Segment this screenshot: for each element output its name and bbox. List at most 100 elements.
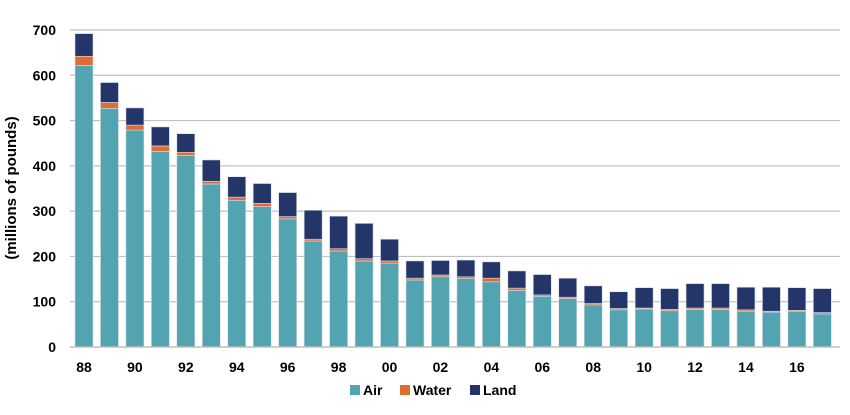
bar-land [176, 133, 196, 153]
bar-air [354, 260, 374, 348]
bar-land [151, 126, 170, 147]
bar-stack-01 [405, 260, 425, 348]
bar-water [354, 258, 374, 262]
x-tick-label: 16 [789, 359, 805, 375]
bar-water [252, 203, 272, 207]
bar-air [329, 250, 348, 348]
bar-land [252, 183, 272, 204]
bar-stack-94 [227, 176, 247, 348]
bar-air [227, 199, 247, 348]
bar-air [405, 279, 425, 348]
bar-land [762, 286, 781, 312]
legend-swatch [350, 385, 360, 395]
bar-land [431, 260, 450, 276]
bar-land [609, 291, 628, 309]
bar-stack-12 [685, 283, 705, 348]
bar-stack-93 [202, 159, 221, 348]
bar-air [787, 311, 807, 348]
bar-land [634, 287, 654, 309]
bar-land [380, 238, 399, 262]
y-tick-label: 0 [48, 339, 56, 355]
bar-water [329, 248, 348, 252]
bar-land [787, 287, 807, 311]
bar-stack-92 [176, 133, 196, 348]
bar-air [303, 240, 323, 348]
bar-air [482, 281, 501, 348]
bar-air [74, 65, 94, 348]
bar-stack-91 [151, 126, 170, 348]
bar-water [227, 196, 247, 201]
x-tick-label: 94 [229, 359, 245, 375]
y-tick-label: 200 [33, 248, 57, 264]
bar-water [125, 124, 145, 131]
bar-air [762, 311, 781, 348]
gridlines [70, 29, 840, 303]
bar-water [151, 145, 170, 152]
y-tick-label: 600 [33, 67, 57, 83]
bar-stack-09 [609, 291, 628, 348]
y-tick-label: 500 [33, 113, 57, 129]
bar-air [711, 309, 730, 348]
bar-land [558, 277, 578, 298]
x-tick-label: 14 [738, 359, 754, 375]
bar-stack-14 [736, 286, 756, 348]
bar-water [380, 260, 399, 264]
bar-stack-08 [583, 285, 603, 348]
x-tick-label: 98 [331, 359, 347, 375]
bar-air [813, 313, 832, 348]
bar-stack-98 [329, 215, 348, 348]
bar-land [329, 215, 348, 250]
y-tick-labels: 0 100 200 300 400 500 600 700 [33, 22, 57, 355]
bar-air [100, 108, 119, 348]
bar-land [736, 286, 756, 311]
bar-land [278, 192, 297, 217]
bar-stack-06 [532, 274, 552, 348]
bar-stack-15 [762, 286, 781, 348]
bar-air [151, 151, 170, 348]
bar-land [583, 285, 603, 304]
x-tick-label: 10 [636, 359, 652, 375]
bar-land [813, 288, 832, 313]
y-tick-label: 400 [33, 158, 57, 174]
bar-air [202, 183, 221, 348]
bar-stack-13 [711, 283, 730, 348]
legend-label: Air [363, 382, 383, 398]
bar-air [252, 206, 272, 348]
legend-item-land: Land [470, 382, 516, 398]
bar-stack-97 [303, 209, 323, 348]
bar-stack-89 [100, 82, 119, 348]
x-tick-label: 06 [534, 359, 550, 375]
bar-water [507, 287, 527, 291]
x-tick-label: 04 [484, 359, 500, 375]
bar-stack-17 [813, 288, 832, 348]
bar-air [176, 155, 196, 348]
bar-air [125, 129, 145, 348]
bar-air [583, 304, 603, 348]
bar-water [74, 55, 94, 66]
bar-stack-88 [74, 33, 94, 348]
bar-stack-11 [660, 288, 679, 348]
bar-air [380, 262, 399, 348]
bar-air [507, 290, 527, 348]
legend-label: Water [413, 382, 452, 398]
bar-land [660, 288, 679, 310]
bar-air [609, 309, 628, 348]
bar-stack-02 [431, 260, 450, 348]
bar-stack-10 [634, 287, 654, 348]
bar-land [456, 259, 476, 278]
bar-land [100, 82, 119, 103]
bar-air [456, 278, 476, 348]
bar-land [711, 283, 730, 309]
bar-air [431, 276, 450, 348]
legend-label: Land [483, 382, 516, 398]
bar-land [507, 270, 527, 289]
bar-air [660, 310, 679, 348]
x-tick-label: 00 [382, 359, 398, 375]
y-axis-label: (millions of pounds) [3, 116, 20, 259]
legend: Air Water Land [350, 382, 516, 398]
bar-air [278, 218, 297, 348]
bar-water [202, 180, 221, 185]
bar-stack-99 [354, 223, 374, 348]
bar-air [736, 310, 756, 348]
